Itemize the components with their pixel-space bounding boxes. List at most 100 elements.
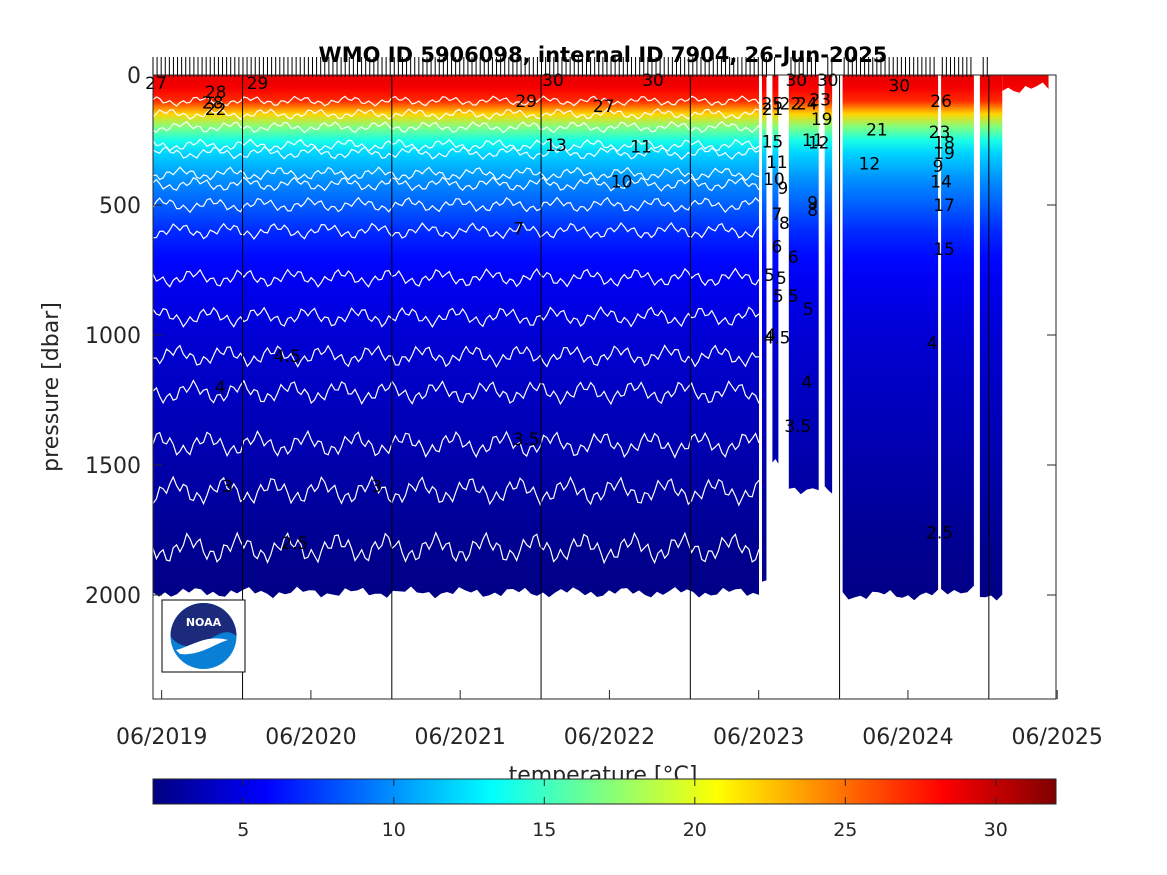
contour-label: 14 [930,173,952,193]
svg-text:NOAA: NOAA [186,616,222,629]
contour-label: 5 [764,266,775,286]
contour-label: 8 [807,201,818,221]
chart-title: WMO ID 5906098, internal ID 7904, 26-Jun… [319,43,888,67]
contour-label: 9 [807,193,818,213]
contour-label: 11 [802,131,824,151]
contour-label: 2.5 [281,534,308,554]
contour-label: 6 [788,248,799,268]
contour-label: 3 [371,477,382,497]
contour-label: 15 [762,132,784,152]
contour-label: 3 [222,477,233,497]
contour-label: 5 [773,287,784,307]
isotherm-contours [153,95,760,565]
contour-label: 29 [247,74,269,94]
y-tick-label: 1000 [85,324,141,349]
contour-label: 12 [859,154,881,174]
contour-label: 15 [933,240,955,260]
x-tick-label: 06/2023 [713,725,804,750]
data-segment [153,75,759,599]
y-tick-label: 1500 [85,454,141,479]
colorbar-tick-label: 15 [532,819,556,841]
contour-label: 10 [611,173,633,193]
temperature-fill [153,75,1049,601]
colorbar-tick-label: 5 [237,819,249,841]
data-segment [979,75,1003,601]
y-tick-label: 0 [127,64,141,89]
x-tick-label: 06/2025 [1011,725,1102,750]
contour-label: 11 [766,153,788,173]
data-segment [941,75,974,595]
contour-label: 23 [809,91,831,111]
x-tick-label: 06/2019 [116,725,207,750]
contour-label: 7 [771,205,782,225]
contour-line [153,379,760,406]
contour-label: 30 [888,76,910,96]
contour-label: 4.5 [274,347,301,367]
contour-label: 6 [771,238,782,258]
contour-label: 27 [593,97,615,117]
colorbar-tick-label: 25 [833,819,857,841]
colorbar-tick-label: 10 [382,819,406,841]
contour-line [153,429,760,459]
contour-label: 5 [788,287,799,307]
contour-label: 28 [202,93,224,113]
contour-line [153,196,760,214]
contour-label: 3.5 [513,430,540,450]
contour-label: 18 [933,134,955,154]
contour-label: 5 [803,300,814,320]
contour-label: 30 [785,71,807,91]
data-segment [824,75,833,494]
x-tick-label: 06/2020 [265,725,356,750]
contour-label: 12 [808,134,830,154]
contour-line [153,95,760,107]
plot-frame [152,74,1057,700]
x-tick-label: 06/2021 [414,725,505,750]
contour-label: 23 [929,123,951,143]
contour-label: 30 [817,71,839,91]
x-tick-label: 06/2022 [564,725,655,750]
contour-label: 3.5 [784,417,811,437]
contour-label: 27 [145,74,167,94]
x-axis: 06/2019 06/2020 06/2021 06/2022 06/2023 06/20… [116,690,1103,750]
contour-line [153,305,760,328]
contour-label: 24 [796,95,818,115]
contour-label: 30 [642,71,664,91]
contour-label: 22 [205,100,227,120]
colorbar-gradient [152,778,1057,805]
contour-label: 17 [933,196,955,216]
contour-line [153,267,760,288]
contour-label: 19 [811,110,833,130]
contour-line [153,108,760,121]
contour-label: 9 [933,157,944,177]
contour-label: 21 [866,121,888,141]
data-segment [788,75,819,495]
contour-line [153,166,760,182]
contour-label: 2.5 [926,524,953,544]
contour-label: 29 [515,92,537,112]
contour-label: 30 [542,71,564,91]
y-axis: 0 500 1000 1500 2000 [85,64,1056,609]
contour-label: 4.5 [763,329,790,349]
contour-label: 5 [776,269,787,289]
y-tick-label: 2000 [85,584,141,609]
contour-label: 25 [762,95,784,115]
contour-line [153,531,760,565]
contour-line [153,146,760,161]
colorbar-tick-label: 30 [984,819,1008,841]
data-segment [842,75,939,601]
contour-label: 11 [630,138,652,158]
contour-line [153,176,760,192]
colorbar: 5 10 15 20 25 30 [152,778,1057,841]
data-segment [761,75,767,582]
contour-label: 21 [762,100,784,120]
contour-label: 9 [777,179,788,199]
contour-line [153,222,760,241]
noaa-logo: NOAA [161,599,246,673]
contour-label: 4 [801,373,812,393]
contour-line [153,138,760,153]
colorbar-tick-label: 20 [683,819,707,841]
contour-label: 19 [933,144,955,164]
